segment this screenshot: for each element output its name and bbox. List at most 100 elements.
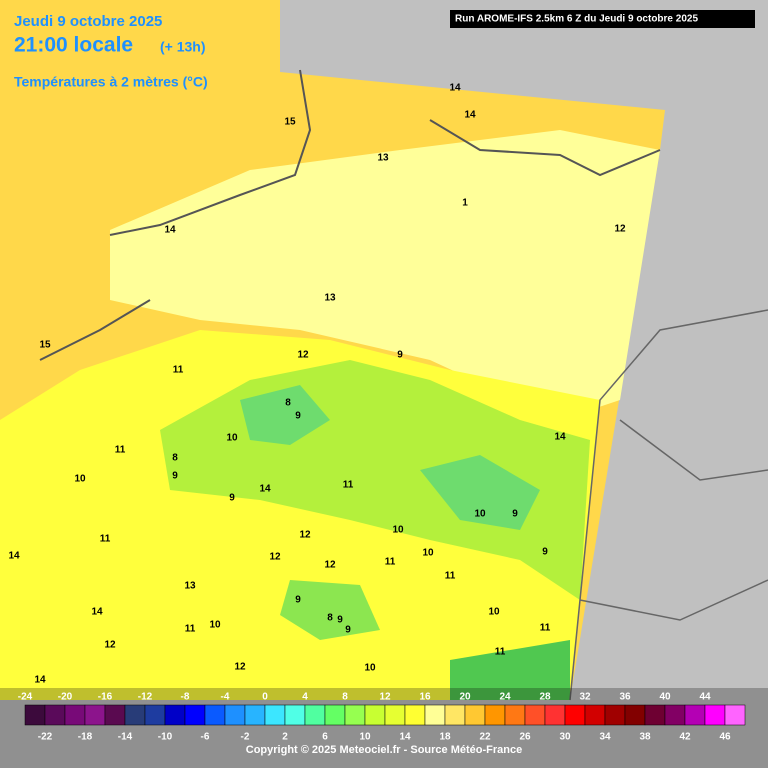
legend-label: -16 <box>98 692 113 703</box>
contour-label: 8 <box>285 398 291 409</box>
contour-label: 14 <box>91 607 103 618</box>
legend-cell <box>84 704 106 726</box>
legend-cell <box>704 704 726 726</box>
legend-label: 28 <box>539 692 551 703</box>
legend-cell <box>344 704 366 726</box>
legend-cell <box>264 704 286 726</box>
legend-cell <box>224 704 246 726</box>
legend-label: 32 <box>579 692 591 703</box>
run-box <box>450 10 755 28</box>
legend-label: 4 <box>302 692 308 703</box>
legend-label: 2 <box>282 732 288 743</box>
legend-label: 14 <box>399 732 411 743</box>
legend-label: 40 <box>659 692 671 703</box>
legend-cell <box>644 704 666 726</box>
contour-label: 11 <box>343 480 354 491</box>
legend-cell <box>524 704 546 726</box>
legend-cell <box>64 704 86 726</box>
legend-cell <box>444 704 466 726</box>
legend-cell <box>624 704 646 726</box>
contour-label: 9 <box>295 411 301 422</box>
contour-label: 10 <box>209 620 221 631</box>
contour-label: 10 <box>226 433 238 444</box>
contour-label: 11 <box>495 647 506 658</box>
legend-label: -4 <box>221 692 230 703</box>
legend-label: 22 <box>479 732 491 743</box>
legend-label: -20 <box>58 692 73 703</box>
contour-label: 11 <box>540 623 551 634</box>
legend-cell <box>104 704 126 726</box>
legend-cell <box>284 704 306 726</box>
legend-cell <box>684 704 706 726</box>
contour-label: 12 <box>269 552 281 563</box>
legend-label: 26 <box>519 732 531 743</box>
legend-label: 18 <box>439 732 451 743</box>
contour-label: 14 <box>449 83 461 94</box>
legend-label: -2 <box>241 732 250 743</box>
legend-cell <box>204 704 226 726</box>
legend-cell <box>604 704 626 726</box>
legend-label: 46 <box>719 732 731 743</box>
legend-cell <box>244 704 266 726</box>
legend-label: -12 <box>138 692 153 703</box>
legend-cell <box>144 704 166 726</box>
contour-label: 10 <box>488 607 500 618</box>
cool-zone <box>110 130 660 420</box>
legend-label: 0 <box>262 692 268 703</box>
legend-cell <box>424 704 446 726</box>
border <box>569 309 768 701</box>
contour-label: 12 <box>324 560 336 571</box>
legend-cell <box>384 704 406 726</box>
contour-label: 14 <box>34 675 46 686</box>
contour-label: 10 <box>364 663 376 674</box>
contour-label: 13 <box>324 293 336 304</box>
legend-cell <box>724 704 746 726</box>
legend-label: 24 <box>499 692 511 703</box>
legend-cell <box>44 704 66 726</box>
legend-label: 44 <box>699 692 711 703</box>
contour-label: 14 <box>164 225 176 236</box>
contour-label: 9 <box>229 493 235 504</box>
legend-cell <box>664 704 686 726</box>
legend-cell <box>24 704 46 726</box>
legend-cell <box>304 704 326 726</box>
contour-label: 11 <box>115 445 126 456</box>
legend-label: -10 <box>158 732 173 743</box>
green-zone <box>450 640 570 700</box>
legend-label: -24 <box>18 692 33 703</box>
contour-label: 13 <box>184 581 196 592</box>
legend-label: 42 <box>679 732 691 743</box>
green-zone <box>240 385 330 445</box>
legend-cell <box>564 704 586 726</box>
contour-label: 12 <box>234 662 246 673</box>
contour-label: 10 <box>74 474 86 485</box>
run-info: Run AROME-IFS 2.5km 6 Z du Jeudi 9 octob… <box>455 14 698 25</box>
legend-label: -6 <box>201 732 210 743</box>
legend-label: -8 <box>181 692 190 703</box>
legend-label: 38 <box>639 732 651 743</box>
legend-cell <box>484 704 506 726</box>
contour-label: 9 <box>512 509 518 520</box>
legend-label: -22 <box>38 732 53 743</box>
legend-cell <box>584 704 606 726</box>
legend-cell <box>544 704 566 726</box>
legend-backdrop <box>0 688 768 768</box>
contour-label: 13 <box>377 153 389 164</box>
legend-cell <box>324 704 346 726</box>
legend-cell <box>124 704 146 726</box>
legend-label: 6 <box>322 732 328 743</box>
legend-label: 34 <box>599 732 611 743</box>
green-zone <box>420 455 540 530</box>
legend-label: 20 <box>459 692 471 703</box>
contour-label: 12 <box>104 640 116 651</box>
contour-label: 8 <box>327 613 333 624</box>
contour-label: 1 <box>462 198 468 209</box>
legend-label: 36 <box>619 692 631 703</box>
contour-label: 14 <box>554 432 566 443</box>
legend-cell <box>404 704 426 726</box>
contour-label: 15 <box>39 340 51 351</box>
legend-label: 8 <box>342 692 348 703</box>
contour-label: 15 <box>284 117 296 128</box>
contour-label: 10 <box>392 525 404 536</box>
